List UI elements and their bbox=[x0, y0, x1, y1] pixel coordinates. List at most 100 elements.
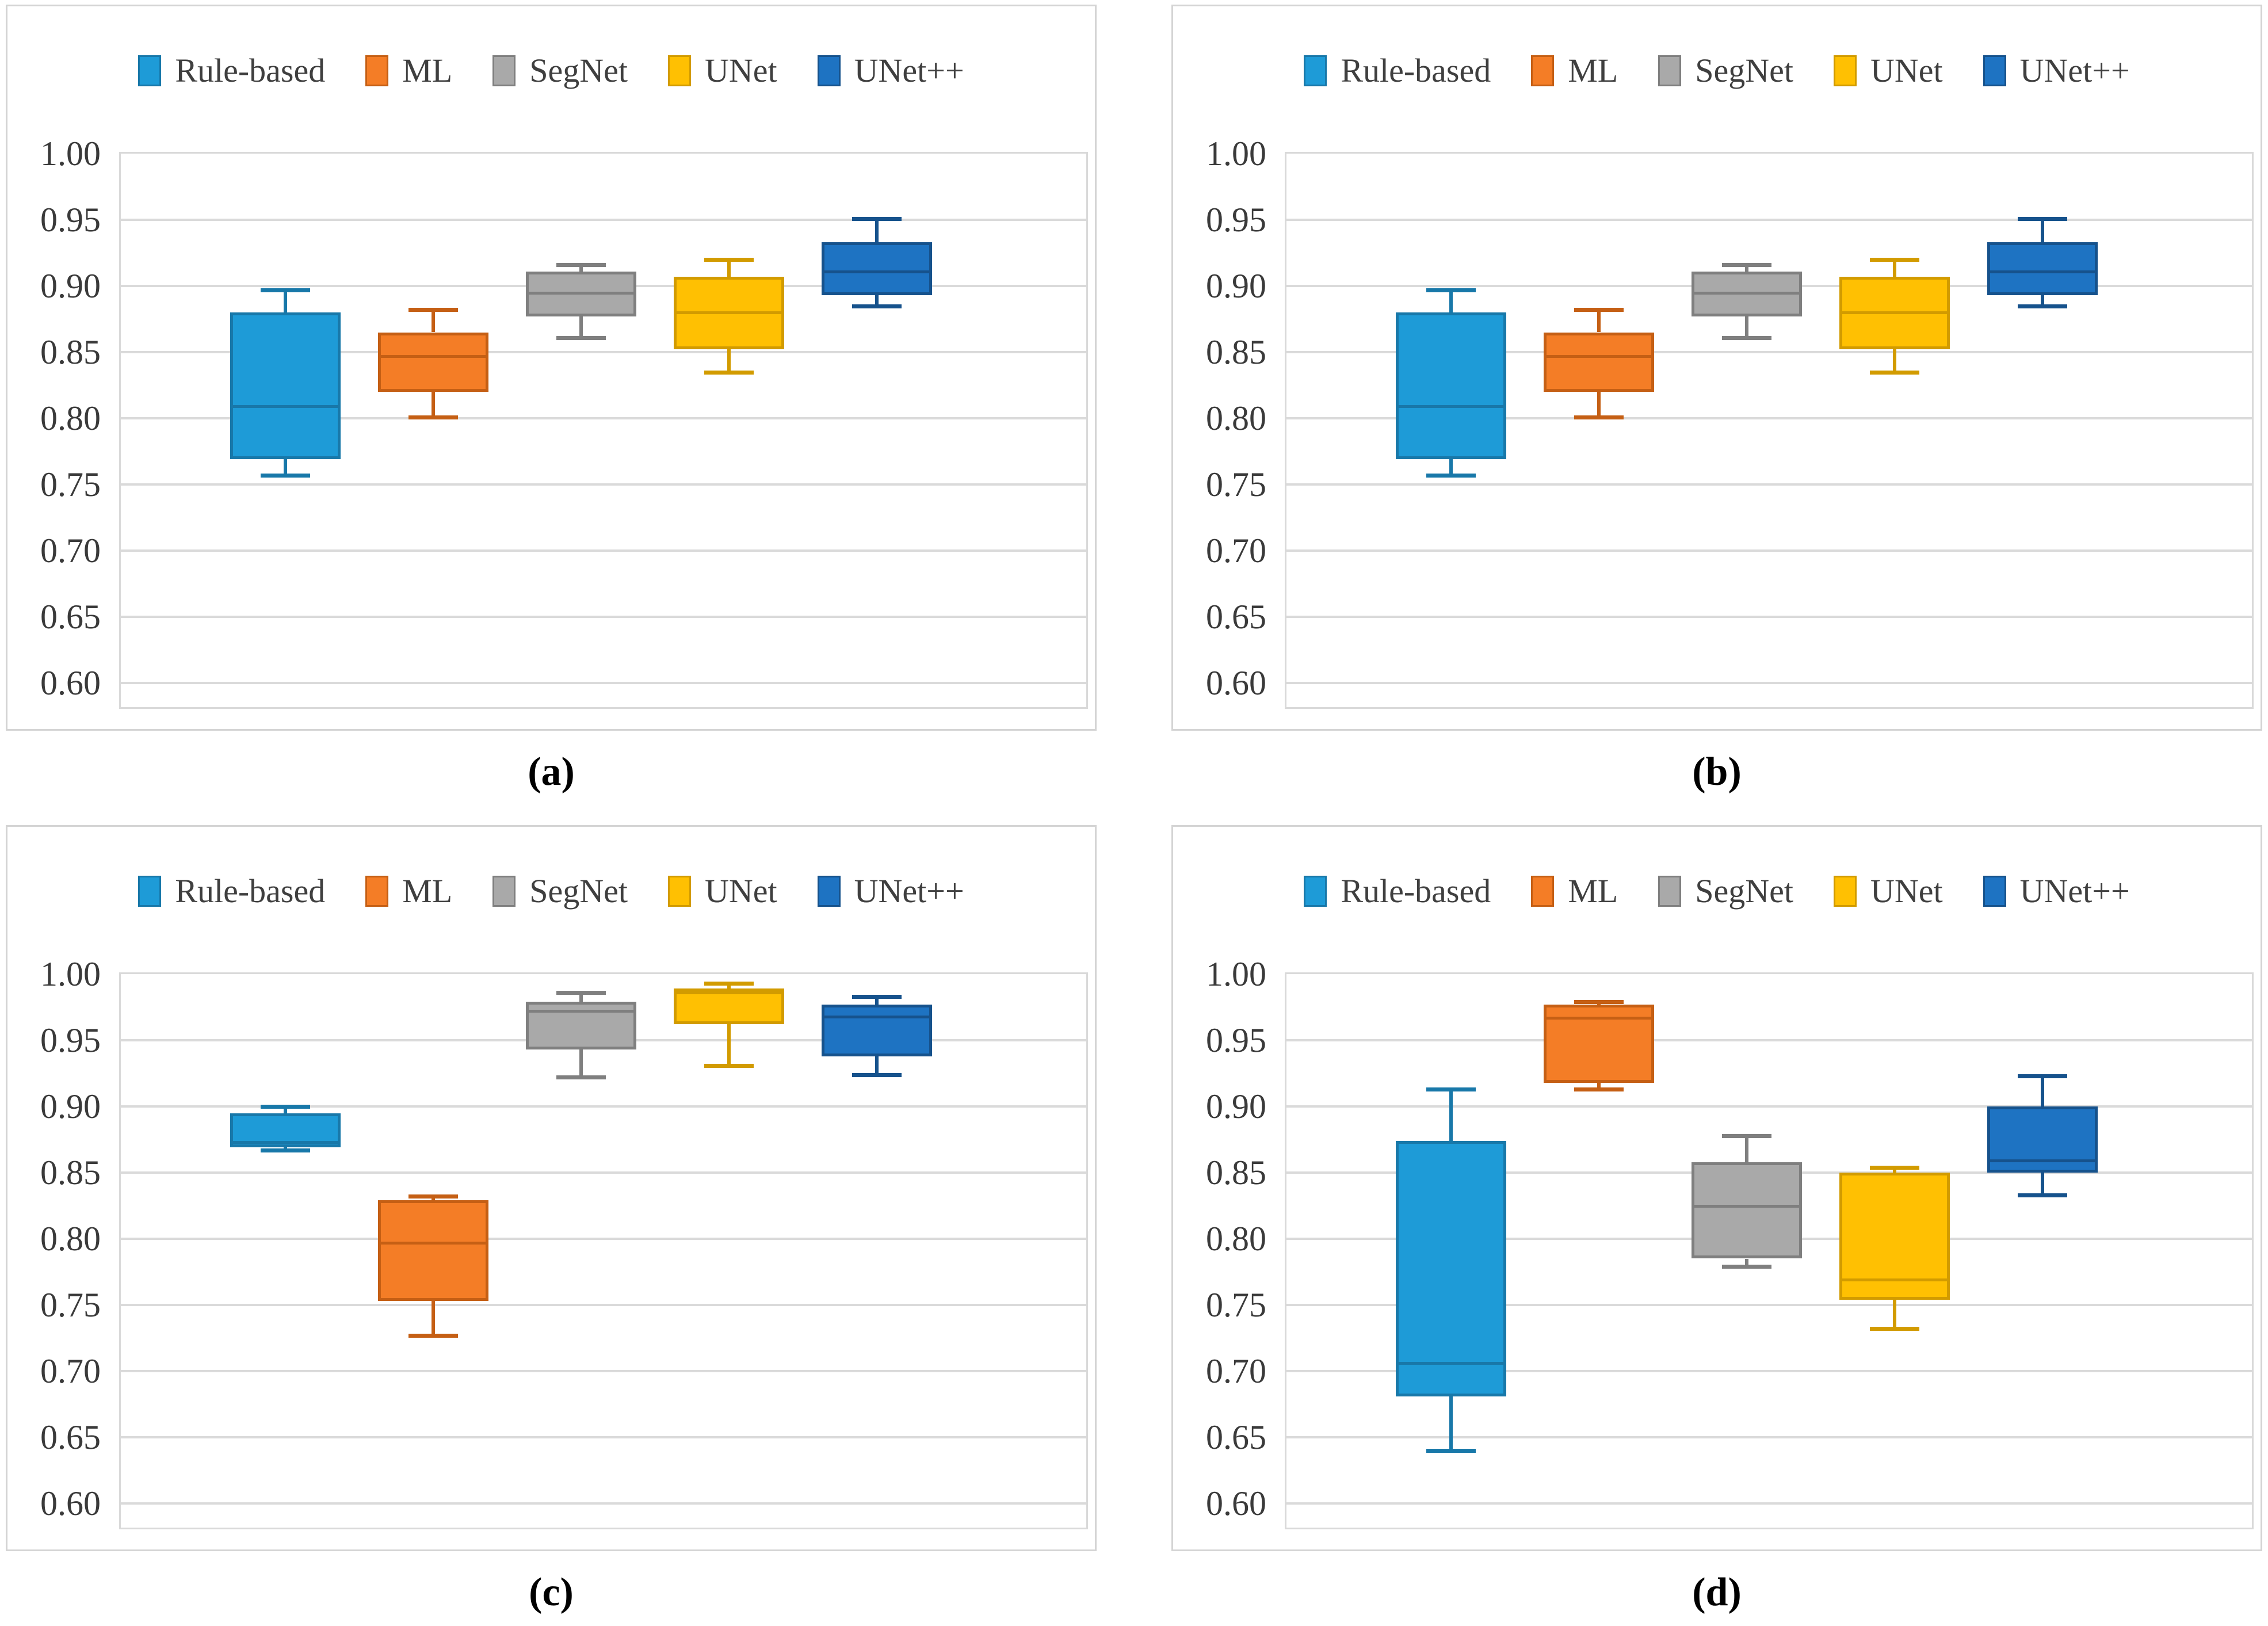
legend-swatch-icon bbox=[492, 55, 516, 86]
legend-item-ml: ML bbox=[1531, 872, 1618, 910]
whisker-cap-bottom-segnet bbox=[556, 335, 606, 340]
median-unet bbox=[674, 991, 784, 995]
whisker-lower-rule-based bbox=[1449, 459, 1453, 475]
whisker-upper-rule-based bbox=[284, 1106, 287, 1113]
whisker-cap-bottom-unetplusplus bbox=[2018, 304, 2067, 308]
legend-label: SegNet bbox=[1695, 52, 1793, 89]
legend-swatch-icon bbox=[1658, 875, 1682, 907]
median-unet bbox=[674, 311, 784, 314]
whisker-cap-bottom-unetplusplus bbox=[2018, 1193, 2067, 1198]
whisker-cap-top-ml bbox=[1574, 1000, 1624, 1005]
legend-item-unetplusplus: UNet++ bbox=[1983, 872, 2130, 910]
whisker-upper-segnet bbox=[1745, 265, 1748, 272]
axis-tick-label: 0.70 bbox=[40, 532, 101, 570]
whisker-cap-top-segnet bbox=[556, 263, 606, 268]
median-ml bbox=[378, 354, 488, 358]
median-unetplusplus bbox=[1987, 1159, 2098, 1163]
legend-swatch-icon bbox=[1304, 55, 1327, 86]
legend: Rule-based ML SegNet UNet UNet++ bbox=[7, 872, 1095, 910]
whisker-cap-bottom-rule-based bbox=[261, 473, 310, 478]
legend-swatch-icon bbox=[138, 875, 162, 907]
axis-tick-label: 0.60 bbox=[40, 1484, 101, 1522]
legend-label: UNet bbox=[1870, 52, 1943, 89]
whisker-cap-top-segnet bbox=[1722, 263, 1771, 268]
legend-label: Rule-based bbox=[175, 52, 326, 89]
axis-tick-label: 0.95 bbox=[1206, 201, 1266, 239]
box-unetplusplus bbox=[1987, 242, 2098, 296]
whisker-cap-top-unetplusplus bbox=[852, 216, 902, 221]
whisker-cap-bottom-ml bbox=[408, 1333, 458, 1338]
whisker-upper-segnet bbox=[579, 993, 583, 1002]
median-segnet bbox=[1692, 291, 1802, 295]
axis-tick-label: 0.80 bbox=[40, 399, 101, 437]
box-unetplusplus bbox=[822, 1004, 932, 1056]
gridline bbox=[121, 351, 1086, 353]
gridline bbox=[121, 1105, 1086, 1108]
legend-swatch-icon bbox=[817, 875, 841, 907]
whisker-upper-rule-based bbox=[1449, 289, 1453, 312]
legend: Rule-based ML SegNet UNet UNet++ bbox=[1173, 872, 2261, 910]
whisker-lower-unetplusplus bbox=[875, 295, 879, 306]
legend-swatch-icon bbox=[138, 55, 162, 86]
legend-label: SegNet bbox=[529, 52, 628, 89]
legend: Rule-based ML SegNet UNet UNet++ bbox=[7, 51, 1095, 90]
gridline bbox=[1286, 616, 2252, 618]
whisker-lower-ml bbox=[432, 1301, 435, 1335]
median-rule-based bbox=[1396, 405, 1506, 409]
axis-tick-label: 0.90 bbox=[40, 267, 101, 305]
legend-item-unetplusplus: UNet++ bbox=[817, 51, 964, 90]
caption-a: (a) bbox=[528, 750, 575, 794]
axis-tick-label: 0.65 bbox=[1206, 1418, 1266, 1456]
legend-item-unet: UNet bbox=[667, 872, 777, 910]
axis-tick-label: 0.70 bbox=[1206, 1352, 1266, 1390]
whisker-upper-unetplusplus bbox=[875, 218, 879, 243]
legend-item-unetplusplus: UNet++ bbox=[817, 872, 964, 910]
box-segnet bbox=[1692, 1162, 1802, 1259]
legend-swatch-icon bbox=[365, 55, 389, 86]
legend-item-segnet: SegNet bbox=[1658, 872, 1793, 910]
legend-swatch-icon bbox=[1983, 55, 2006, 86]
gridline bbox=[121, 549, 1086, 552]
whisker-lower-ml bbox=[1597, 1082, 1601, 1090]
legend: Rule-based ML SegNet UNet UNet++ bbox=[1173, 51, 2261, 90]
box-rule-based bbox=[230, 312, 341, 460]
legend-item-segnet: SegNet bbox=[492, 51, 628, 90]
median-unet bbox=[1839, 311, 1950, 314]
axis-tick-label: 0.75 bbox=[40, 1286, 101, 1324]
axis-tick-label: 0.65 bbox=[40, 1418, 101, 1456]
axis-tick-label: 0.75 bbox=[1206, 1286, 1266, 1324]
legend-swatch-icon bbox=[1304, 875, 1327, 907]
whisker-upper-unet bbox=[1893, 1167, 1896, 1173]
caption-b: (b) bbox=[1692, 750, 1742, 794]
whisker-lower-unetplusplus bbox=[875, 1056, 879, 1075]
box-ml bbox=[378, 332, 488, 392]
whisker-cap-top-unet bbox=[704, 982, 754, 986]
whisker-cap-bottom-rule-based bbox=[1426, 473, 1476, 478]
whisker-cap-top-unet bbox=[1870, 1165, 1919, 1170]
legend-label: UNet bbox=[704, 872, 777, 910]
whisker-lower-ml bbox=[1597, 392, 1601, 417]
median-unetplusplus bbox=[822, 1015, 932, 1018]
gridline bbox=[121, 616, 1086, 618]
legend-label: SegNet bbox=[1695, 872, 1793, 910]
whisker-upper-ml bbox=[1597, 310, 1601, 333]
gridline bbox=[121, 1502, 1086, 1505]
whisker-cap-bottom-rule-based bbox=[1426, 1449, 1476, 1453]
axis-tick-label: 0.70 bbox=[1206, 532, 1266, 570]
legend-item-rule-based: Rule-based bbox=[138, 51, 325, 90]
box-unetplusplus bbox=[822, 242, 932, 296]
legend-swatch-icon bbox=[492, 875, 516, 907]
whisker-lower-segnet bbox=[579, 316, 583, 338]
gridline bbox=[121, 219, 1086, 221]
gridline bbox=[121, 1370, 1086, 1372]
axis-tick-label: 0.65 bbox=[1206, 598, 1266, 636]
whisker-cap-bottom-ml bbox=[1574, 1087, 1624, 1092]
gridline bbox=[1286, 1039, 2252, 1041]
legend-item-rule-based: Rule-based bbox=[1304, 51, 1491, 90]
legend-swatch-icon bbox=[1983, 875, 2006, 907]
axis-tick-label: 0.60 bbox=[40, 664, 101, 702]
box-segnet bbox=[526, 1002, 636, 1050]
legend-label: UNet++ bbox=[2019, 52, 2130, 89]
axis-tick-label: 0.80 bbox=[1206, 1220, 1266, 1258]
